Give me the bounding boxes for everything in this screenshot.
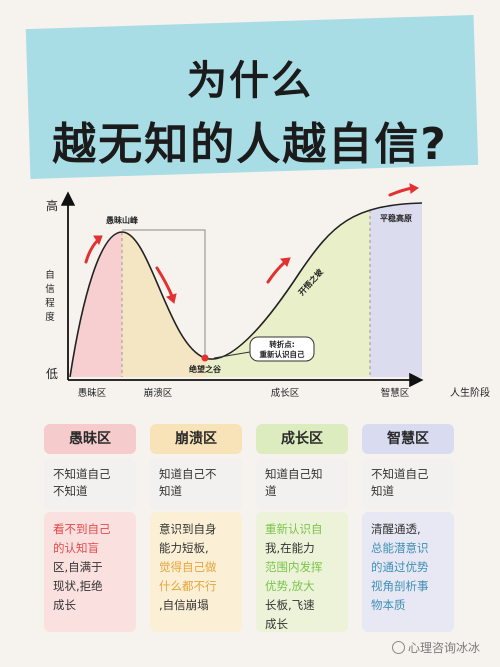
row1-wisdom-line-1: 不知道自己 (371, 467, 429, 481)
watermark-text: 心理咨询冰冰 (407, 641, 480, 655)
peak-valley-bracket (122, 229, 206, 358)
row2-collapse-line-2: 能力短板, (159, 541, 209, 555)
row1-wisdom-line-2: 知道 (371, 484, 394, 498)
row1-growth: 知道自己知 道 (256, 458, 348, 510)
zone-fill-ignorance (70, 232, 122, 377)
zone-fills (70, 203, 422, 377)
row2-growth: 重新认识自 我,在能力 范围内发挥 优势,放大 长板,飞速 成长 (256, 512, 348, 632)
row2-wisdom-line-3: 的通过优势 (371, 560, 429, 574)
y-axis-label-4: 度 (45, 311, 55, 323)
row2-ignorance-line-4: 现状,拒绝 (53, 579, 103, 593)
row2-growth-line-3: 范围内发挥 (265, 560, 323, 574)
header-ignorance: 愚昧区 (44, 424, 136, 454)
arrow-down (155, 266, 174, 298)
row2-growth-line-2: 我,在能力 (265, 541, 315, 555)
watermark: 心理咨询冰冰 (391, 639, 480, 656)
valley-point (201, 354, 209, 362)
row2-ignorance-line-5: 成长 (53, 598, 76, 612)
arrow-up-1 (84, 238, 100, 264)
arrow-plateau (388, 186, 414, 197)
arrow-plateau-head (409, 183, 419, 194)
row2-growth-line-5: 长板,飞速 (265, 598, 315, 612)
row1-ignorance-line-1: 不知道自己 (53, 467, 111, 481)
valley-label: 绝望之谷 (189, 364, 222, 374)
row1-growth-line-2: 道 (265, 484, 277, 498)
y-axis-label-1: 自 (45, 269, 55, 281)
title-line-2: 越无知的人越自信? (52, 119, 448, 170)
row1-growth-line-1: 知道自己知 (265, 467, 323, 481)
x-tick-ignorance: 愚昧区 (78, 387, 107, 399)
row2-ignorance-line-3: 区,自满于 (53, 560, 103, 574)
row1-collapse-line-1: 知道自己不 (159, 467, 217, 481)
confidence-curve (69, 202, 423, 378)
peak-label: 愚昧山峰 (106, 215, 138, 225)
red-arrows (84, 183, 419, 304)
row2-growth-line-4: 优势,放大 (265, 579, 315, 593)
row2-wisdom-line-5: 物本质 (371, 598, 406, 612)
x-tick-collapse: 崩溃区 (144, 387, 173, 399)
title-line-1: 为什么 (187, 58, 313, 104)
x-tick-wisdom: 智慧区 (381, 387, 410, 399)
y-top-label: 高 (46, 198, 58, 213)
zone-fill-growth (206, 210, 370, 377)
row1-ignorance-line-2: 不知道 (53, 484, 88, 498)
row2-collapse-line-5: ,自信崩塌 (159, 598, 209, 612)
row2-collapse-line-4: 什么都不行 (159, 579, 217, 593)
row2-wisdom-line-1: 清醒通透, (371, 522, 421, 536)
x-tick-growth: 成长区 (271, 387, 300, 399)
dunning-kruger-curve: 转折点: 重新认识自己 愚昧山峰 绝望之谷 开悟之坡 平稳高原 高 低 自 信 … (45, 183, 490, 399)
zone-fill-wisdom (370, 203, 422, 377)
row2-ignorance-line-1: 看不到自己 (53, 522, 111, 536)
y-axis-label-2: 信 (45, 283, 55, 295)
row2-wisdom-line-2: 总能潜意识 (371, 541, 429, 555)
arrow-down-head (166, 293, 177, 304)
row2-ignorance: 看不到自己 的认知盲 区,自满于 现状,拒绝 成长 (44, 512, 136, 632)
arrow-up-1-head (93, 235, 103, 246)
row1-ignorance: 不知道自己 不知道 (44, 458, 136, 510)
row1-collapse-line-2: 知道 (159, 484, 182, 498)
row2-ignorance-line-2: 的认知盲 (53, 541, 99, 555)
y-bottom-label: 低 (46, 367, 58, 381)
turning-point-label-1: 转折点: (269, 339, 295, 349)
row2-collapse-line-3: 觉得自己做 (159, 560, 217, 574)
turning-point-pointer (213, 351, 251, 359)
header-growth: 成长区 (256, 424, 348, 454)
turning-point-label-2: 重新认识自己 (260, 349, 305, 359)
row1-wisdom: 不知道自己 知道 (362, 458, 454, 510)
row2-collapse-line-1: 意识到自身 (159, 522, 217, 536)
arrow-up-2 (266, 260, 287, 284)
y-axis-label-3: 程 (45, 298, 55, 309)
row1-collapse: 知道自己不 知道 (150, 458, 242, 510)
row2-wisdom: 清醒通透, 总能潜意识 的通过优势 视角剖析事 物本质 (362, 512, 454, 632)
plateau-label: 平稳高原 (380, 213, 412, 223)
header-wisdom: 智慧区 (362, 424, 454, 454)
row2-growth-line-1: 重新认识自 (265, 522, 323, 536)
header-collapse: 崩溃区 (150, 424, 242, 454)
turning-point-callout (249, 336, 315, 362)
row2-growth-line-6: 成长 (265, 617, 288, 631)
row2-collapse: 意识到自身 能力短板, 觉得自己做 什么都不行 ,自信崩塌 (150, 512, 242, 632)
x-axis-label: 人生阶段 (450, 386, 490, 399)
row2-wisdom-line-4: 视角剖析事 (371, 579, 429, 593)
watermark-icon (391, 641, 405, 654)
arrow-up-2-head (280, 257, 291, 267)
